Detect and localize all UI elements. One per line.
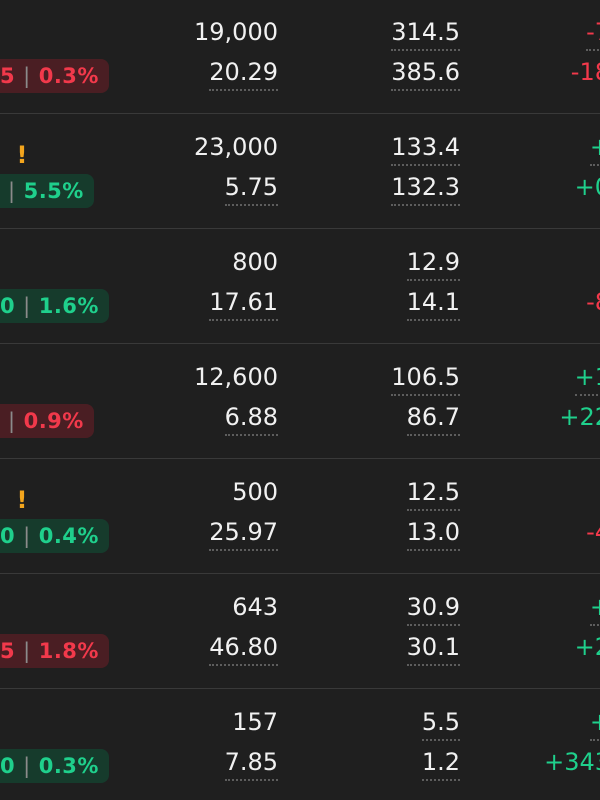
metric-bottom: 132.3	[391, 173, 460, 206]
change-badge: 5 | 1.8%	[0, 634, 109, 668]
metric-bottom: 13.0	[406, 518, 460, 551]
change-bottom: -8	[586, 288, 600, 316]
separator: |	[23, 524, 31, 548]
change-percent: 0.3%	[38, 754, 99, 778]
stock-row[interactable]: 0 | 0.3% 157 7.85 5.5 1.2 + +343	[0, 690, 600, 800]
metric-top: 30.9	[406, 593, 460, 626]
price-value: 25.97	[209, 518, 278, 551]
separator: |	[8, 409, 16, 433]
change-badge: 0 | 1.6%	[0, 289, 109, 323]
volume-value: 800	[232, 248, 278, 276]
metric-top: 314.5	[391, 18, 460, 51]
change-bottom: -4	[586, 518, 600, 546]
metric-top: 133.4	[391, 133, 460, 166]
change-percent: 5.5%	[23, 179, 84, 203]
change-top: +	[589, 133, 600, 166]
change-badge: 5 | 0.3%	[0, 59, 109, 93]
metric-bottom: 14.1	[406, 288, 460, 321]
change-amount: 0	[0, 754, 16, 778]
change-bottom: +2	[574, 633, 600, 661]
price-value: 7.85	[224, 748, 278, 781]
price-value: 17.61	[209, 288, 278, 321]
metric-bottom: 1.2	[421, 748, 460, 781]
change-amount: 0	[0, 524, 16, 548]
separator: |	[23, 294, 31, 318]
change-amount: 0	[0, 294, 16, 318]
warning-icon: !	[16, 141, 28, 169]
change-badge: | 5.5%	[0, 174, 94, 208]
change-top: +1	[574, 363, 600, 396]
change-bottom: +22	[559, 403, 600, 431]
metric-bottom: 385.6	[391, 58, 460, 91]
metric-top: 5.5	[421, 708, 460, 741]
metric-top: 12.5	[406, 478, 460, 511]
change-bottom: +343	[544, 748, 600, 776]
change-badge: 0 | 0.4%	[0, 519, 109, 553]
stock-row[interactable]: | 0.9% 12,600 6.88 106.5 86.7 +1 +22	[0, 345, 600, 459]
change-top: +	[589, 593, 600, 626]
stock-row[interactable]: 5 | 1.8% 643 46.80 30.9 30.1 + +2	[0, 575, 600, 689]
change-percent: 0.4%	[38, 524, 99, 548]
volume-value: 500	[232, 478, 278, 506]
metric-bottom: 86.7	[406, 403, 460, 436]
change-percent: 0.9%	[23, 409, 84, 433]
change-amount: 5	[0, 64, 16, 88]
metric-top: 106.5	[391, 363, 460, 396]
change-badge: | 0.9%	[0, 404, 94, 438]
change-amount: 5	[0, 639, 16, 663]
stock-row[interactable]: !0 | 0.4% 500 25.97 12.5 13.0 -4	[0, 460, 600, 574]
change-bottom: -18	[570, 58, 600, 86]
volume-value: 23,000	[194, 133, 278, 161]
change-percent: 0.3%	[38, 64, 99, 88]
change-percent: 1.6%	[38, 294, 99, 318]
price-value: 5.75	[224, 173, 278, 206]
metric-bottom: 30.1	[406, 633, 460, 666]
volume-value: 12,600	[194, 363, 278, 391]
change-top: +	[589, 708, 600, 741]
change-badge: 0 | 0.3%	[0, 749, 109, 783]
separator: |	[23, 754, 31, 778]
warning-icon: !	[16, 486, 28, 514]
change-percent: 1.8%	[38, 639, 99, 663]
stock-row[interactable]: 0 | 1.6% 800 17.61 12.9 14.1 -8	[0, 230, 600, 344]
metric-top: 12.9	[406, 248, 460, 281]
separator: |	[23, 64, 31, 88]
stock-row[interactable]: !| 5.5% 23,000 5.75 133.4 132.3 + +0	[0, 115, 600, 229]
separator: |	[8, 179, 16, 203]
separator: |	[23, 639, 31, 663]
price-value: 20.29	[209, 58, 278, 91]
change-bottom: +0	[574, 173, 600, 201]
price-value: 46.80	[209, 633, 278, 666]
price-value: 6.88	[224, 403, 278, 436]
change-top: -7	[586, 18, 600, 51]
stock-row[interactable]: 5 | 0.3% 19,000 20.29 314.5 385.6 -7 -18	[0, 0, 600, 114]
volume-value: 157	[232, 708, 278, 736]
volume-value: 643	[232, 593, 278, 621]
volume-value: 19,000	[194, 18, 278, 46]
